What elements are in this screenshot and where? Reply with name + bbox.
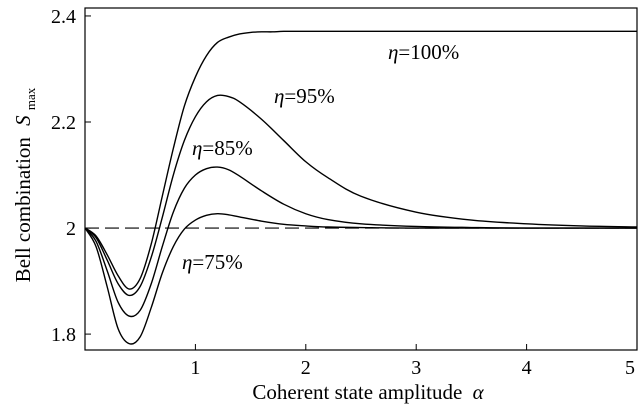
y-tick-label: 2 bbox=[66, 218, 76, 240]
series-annotations: η=100% η=95% η=85% η=75% bbox=[182, 40, 459, 274]
series-line-eta-100 bbox=[84, 30, 637, 290]
ticks-layer: 1 2 3 4 5 1.8 2 2.2 2.4 bbox=[51, 6, 638, 379]
x-axis-label: Coherent state amplitude α bbox=[252, 380, 484, 404]
x-tick-label: 5 bbox=[625, 357, 635, 379]
series-line-eta-75 bbox=[84, 213, 637, 345]
y-axis-label: Bell combination S max bbox=[11, 87, 38, 282]
series-label-eta-95: η=95% bbox=[274, 84, 335, 108]
x-tick-label: 3 bbox=[411, 357, 421, 379]
x-tick-label: 4 bbox=[522, 357, 532, 379]
x-tick-label: 1 bbox=[190, 357, 200, 379]
x-tick-label: 2 bbox=[301, 357, 311, 379]
y-tick-label: 2.2 bbox=[51, 112, 76, 134]
series-line-eta-85 bbox=[84, 166, 638, 318]
plot-frame bbox=[84, 7, 638, 351]
y-tick-label: 1.8 bbox=[51, 324, 76, 346]
series-label-eta-100: η=100% bbox=[388, 40, 459, 64]
series-line-eta-95 bbox=[84, 94, 638, 297]
series-label-eta-85: η=85% bbox=[192, 136, 253, 160]
series-label-eta-75: η=75% bbox=[182, 250, 243, 274]
y-tick-label: 2.4 bbox=[51, 6, 76, 28]
curves-layer bbox=[84, 30, 638, 345]
